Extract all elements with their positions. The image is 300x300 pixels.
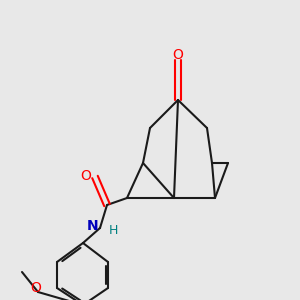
Text: N: N [87,220,98,233]
Text: O: O [81,169,92,182]
Text: O: O [172,48,183,62]
Text: O: O [30,280,41,295]
Text: H: H [109,224,118,238]
